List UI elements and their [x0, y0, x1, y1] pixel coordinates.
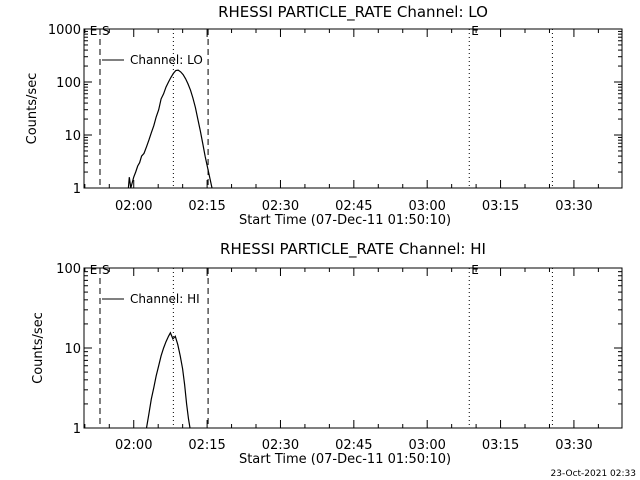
marker-label: E [471, 263, 479, 277]
x-tick-label: 03:30 [555, 438, 592, 453]
x-tick-label: 02:45 [335, 438, 372, 453]
x-tick-label: 03:15 [482, 438, 519, 453]
x-tick-label: 03:15 [482, 199, 519, 214]
marker-label: E [90, 24, 98, 38]
x-tick-label: 02:30 [262, 438, 299, 453]
x-tick-label: 03:00 [408, 199, 445, 214]
y-tick-label: 100 [56, 262, 81, 277]
marker-label: E [90, 263, 98, 277]
marker-label: S [102, 24, 110, 38]
x-axis-label: Start Time (07-Dec-11 01:50:10) [239, 213, 451, 228]
chart-panel-1: RHESSI PARTICLE_RATE Channel: HI 1 10 100 02… [31, 240, 623, 467]
series-line-0 [145, 331, 191, 429]
y-axis-label: Counts/sec [25, 73, 40, 145]
chart-title: RHESSI PARTICLE_RATE Channel: HI [220, 240, 486, 259]
plot-frame [83, 28, 623, 189]
y-axis-label: Counts/sec [31, 312, 46, 384]
chart-panel-0: RHESSI PARTICLE_RATE Channel: LO 1 10 100 10… [25, 3, 623, 228]
footer-timestamp: 23-Oct-2021 02:33 [551, 469, 636, 479]
legend-label: Channel: HI [130, 292, 200, 306]
y-tick-label: 1 [73, 182, 81, 197]
series-line-0 [127, 69, 213, 189]
y-tick-label: 10 [64, 129, 81, 144]
chart-title: RHESSI PARTICLE_RATE Channel: LO [218, 3, 488, 22]
x-tick-label: 02:45 [335, 199, 372, 214]
x-tick-label: 02:00 [115, 438, 152, 453]
legend-label: Channel: LO [130, 53, 203, 67]
y-tick-label: 1 [73, 422, 81, 437]
x-axis-label: Start Time (07-Dec-11 01:50:10) [239, 452, 451, 467]
marker-label: E [471, 24, 479, 38]
x-tick-label: 02:15 [188, 438, 225, 453]
y-tick-label: 1000 [48, 23, 81, 38]
x-tick-label: 02:15 [188, 199, 225, 214]
y-tick-label: 10 [64, 342, 81, 357]
x-tick-label: 02:30 [262, 199, 299, 214]
x-tick-label: 02:00 [115, 199, 152, 214]
marker-label: S [102, 263, 110, 277]
y-tick-label: 100 [56, 76, 81, 91]
x-tick-label: 03:00 [408, 438, 445, 453]
x-tick-label: 03:30 [555, 199, 592, 214]
